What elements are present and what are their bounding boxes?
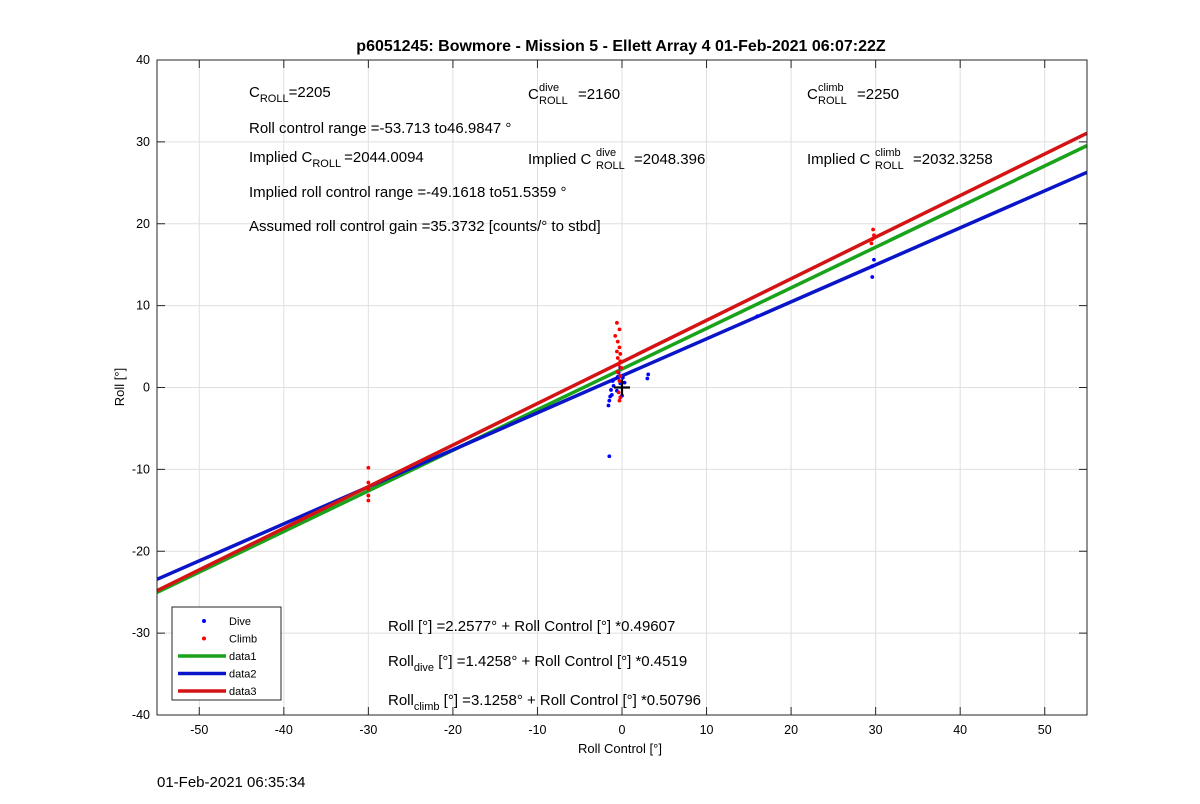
climb-point xyxy=(617,398,622,403)
legend-swatch-climb xyxy=(202,636,206,641)
x-tick-label: 20 xyxy=(784,723,798,737)
fit-equation-dive: Rolldive [°] =1.4258° + Roll Control [°]… xyxy=(388,653,687,674)
c-roll-climb-annotation: Cclimb ROLL =2250 xyxy=(807,82,899,107)
y-tick-label: -40 xyxy=(132,708,150,722)
dive-point xyxy=(872,257,876,262)
dive-point xyxy=(646,372,651,377)
climb-point xyxy=(619,365,624,370)
climb-point xyxy=(870,237,875,242)
plot-area: -50 -40 -30 -20 -10 0 10 20 30 40 50 -40 -30 -20 -10 0 1… xyxy=(132,53,1088,737)
climb-point xyxy=(615,370,620,374)
climb-point xyxy=(618,352,623,356)
x-tick-label: 40 xyxy=(953,723,967,737)
dive-point xyxy=(607,398,612,403)
x-tick-label: -40 xyxy=(275,723,293,737)
fit-equation-climb: Rollclimb [°] =3.1258° + Roll Control [°… xyxy=(388,692,701,713)
dive-point xyxy=(607,454,612,459)
climb-point xyxy=(615,349,619,354)
x-tick-label: 50 xyxy=(1038,723,1052,737)
x-tick-label: 30 xyxy=(869,723,883,737)
legend-label: data1 xyxy=(229,651,257,663)
dive-point xyxy=(622,380,627,385)
climb-point xyxy=(613,334,618,338)
data-points xyxy=(366,227,876,503)
climb-point xyxy=(872,233,876,238)
y-tick-label: 30 xyxy=(136,135,150,149)
dive-point xyxy=(645,376,650,381)
climb-point xyxy=(615,320,619,325)
implied-range: Implied roll control range =-49.1618 to5… xyxy=(249,184,566,201)
climb-point xyxy=(366,465,371,470)
legend: Dive Climb data1 data2 data3 xyxy=(171,606,282,701)
assumed-gain: Assumed roll control gain =35.3732 [coun… xyxy=(249,218,601,235)
print-timestamp: 01-Feb-2021 06:35:34 xyxy=(157,774,305,791)
y-tick-label: 10 xyxy=(136,299,150,313)
roll-control-range: Roll control range =-53.713 to46.9847 ° xyxy=(249,120,511,137)
legend-box xyxy=(171,606,282,701)
y-tick-label: -10 xyxy=(132,462,150,476)
dive-point xyxy=(610,379,615,383)
climb-point xyxy=(869,241,874,246)
climb-point xyxy=(616,390,621,395)
y-tick-label: -20 xyxy=(132,544,150,558)
climb-point xyxy=(617,327,622,332)
x-tick-label: 10 xyxy=(700,723,714,737)
c-roll-dive-annotation: Cdive ROLL =2160 xyxy=(528,82,620,107)
legend-swatch-dive xyxy=(202,619,206,623)
y-tick-label: 40 xyxy=(136,53,150,67)
climb-point xyxy=(618,374,623,378)
climb-point xyxy=(615,339,620,344)
dive-point xyxy=(870,264,875,269)
climb-point xyxy=(871,227,875,232)
x-tick-label: -20 xyxy=(444,723,462,737)
dive-point xyxy=(755,314,760,319)
fit-equation-all: Roll [°] =2.2577° + Roll Control [°] *0.… xyxy=(388,618,675,635)
legend-label: data2 xyxy=(229,669,257,681)
climb-point xyxy=(618,395,623,400)
climb-point xyxy=(617,379,622,383)
climb-point xyxy=(617,345,622,350)
chart-title: p6051245: Bowmore - Mission 5 - Ellett A… xyxy=(356,38,886,55)
x-tick-label: 0 xyxy=(619,723,626,737)
climb-point xyxy=(366,487,371,491)
dive-point xyxy=(870,275,875,279)
legend-items: Dive Climb data1 data2 data3 xyxy=(178,616,257,698)
climb-point xyxy=(366,493,371,498)
climb-point xyxy=(366,498,371,503)
legend-label: Dive xyxy=(229,616,251,628)
x-tick-label: -30 xyxy=(359,723,377,737)
climb-point xyxy=(618,359,623,364)
dive-point xyxy=(609,392,614,397)
climb-point xyxy=(366,480,371,485)
climb-point xyxy=(615,356,620,360)
origin-marker xyxy=(614,379,630,396)
legend-label: data3 xyxy=(229,686,257,698)
legend-label: Climb xyxy=(229,634,257,646)
y-tick-label: 20 xyxy=(136,217,150,231)
y-axis-label: Roll [°] xyxy=(112,368,127,406)
dive-point xyxy=(606,403,611,408)
climb-point xyxy=(616,362,621,367)
dive-point xyxy=(609,388,613,392)
x-tick-label: -50 xyxy=(190,723,208,737)
x-axis-label: Roll Control [°] xyxy=(578,741,662,756)
implied-c-roll-annotation: Implied CROLL =2044.0094 xyxy=(249,149,424,170)
y-tick-label: -30 xyxy=(132,626,150,640)
axis-ticks: -50 -40 -30 -20 -10 0 10 20 30 40 50 -40 -30 -20 -10 0 1… xyxy=(132,53,1087,737)
c-roll-annotation: CROLL=2205 xyxy=(249,84,331,105)
y-tick-label: 0 xyxy=(143,381,150,395)
x-tick-label: -10 xyxy=(528,723,546,737)
